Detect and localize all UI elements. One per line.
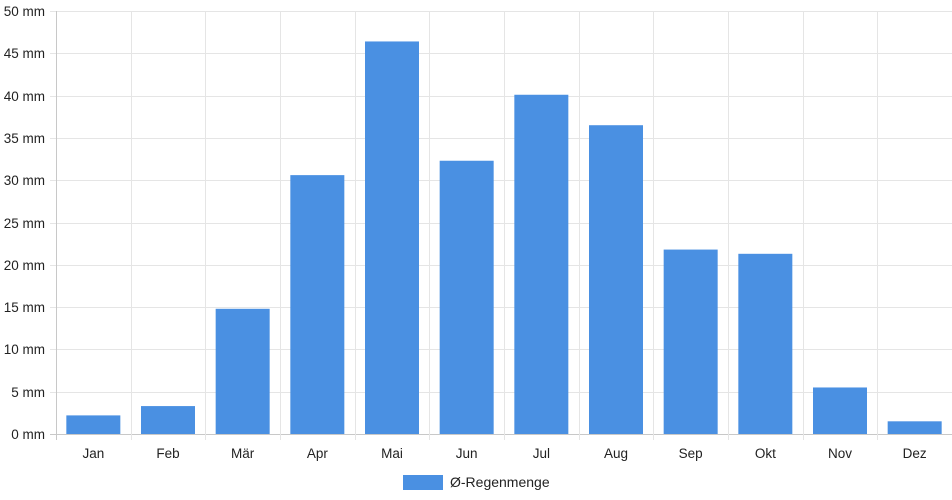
x-tick-label: Jan: [82, 446, 104, 461]
x-tick-label: Nov: [828, 446, 852, 461]
x-tick-label: Dez: [903, 446, 927, 461]
bar-aug[interactable]: [589, 125, 643, 435]
x-tick-label: Jul: [533, 446, 550, 461]
x-tick-label: Sep: [679, 446, 703, 461]
bar-feb[interactable]: [141, 406, 195, 434]
legend-swatch-rainfall[interactable]: [403, 475, 443, 490]
x-tick-label: Mai: [381, 446, 403, 461]
y-tick-label: 45 mm: [4, 46, 45, 61]
y-tick-label: 10 mm: [4, 342, 45, 357]
y-tick-label: 15 mm: [4, 300, 45, 315]
bar-jul[interactable]: [514, 94, 569, 434]
bar-nov[interactable]: [813, 387, 867, 434]
x-tick-label: Aug: [604, 446, 628, 461]
y-tick-label: 50 mm: [4, 4, 45, 19]
y-tick-label: 20 mm: [4, 258, 45, 273]
bar-apr[interactable]: [290, 175, 345, 434]
bar-mai[interactable]: [365, 41, 419, 435]
x-tick-label: Jun: [456, 446, 478, 461]
bar-sep[interactable]: [663, 249, 718, 434]
grid-lines: [50, 11, 952, 440]
bars: [66, 41, 942, 435]
x-axis: Jan Feb Mär Apr Mai Jun Jul Aug Sep Okt Nov Dez: [82, 446, 926, 461]
bar-jun[interactable]: [439, 160, 494, 434]
bar-jan[interactable]: [66, 415, 121, 434]
y-tick-label: 0 mm: [11, 427, 45, 442]
y-tick-label: 5 mm: [11, 385, 45, 400]
bar-okt[interactable]: [738, 253, 793, 434]
y-axis: 0 mm 5 mm 10 mm 15 mm 20 mm 25 mm 30 mm 35 mm 40…: [4, 4, 45, 442]
x-tick-label: Apr: [307, 446, 329, 461]
y-tick-label: 35 mm: [4, 131, 45, 146]
y-tick-label: 40 mm: [4, 89, 45, 104]
y-tick-label: 30 mm: [4, 173, 45, 188]
bar-dez[interactable]: [887, 421, 942, 434]
legend-label-rainfall[interactable]: Ø-Regenmenge: [450, 474, 550, 490]
legend[interactable]: Ø-Regenmenge: [403, 474, 550, 490]
y-tick-label: 25 mm: [4, 216, 45, 231]
x-tick-label: Mär: [231, 446, 255, 461]
bar-mär[interactable]: [215, 308, 270, 434]
x-tick-label: Okt: [755, 446, 776, 461]
x-tick-label: Feb: [156, 446, 179, 461]
